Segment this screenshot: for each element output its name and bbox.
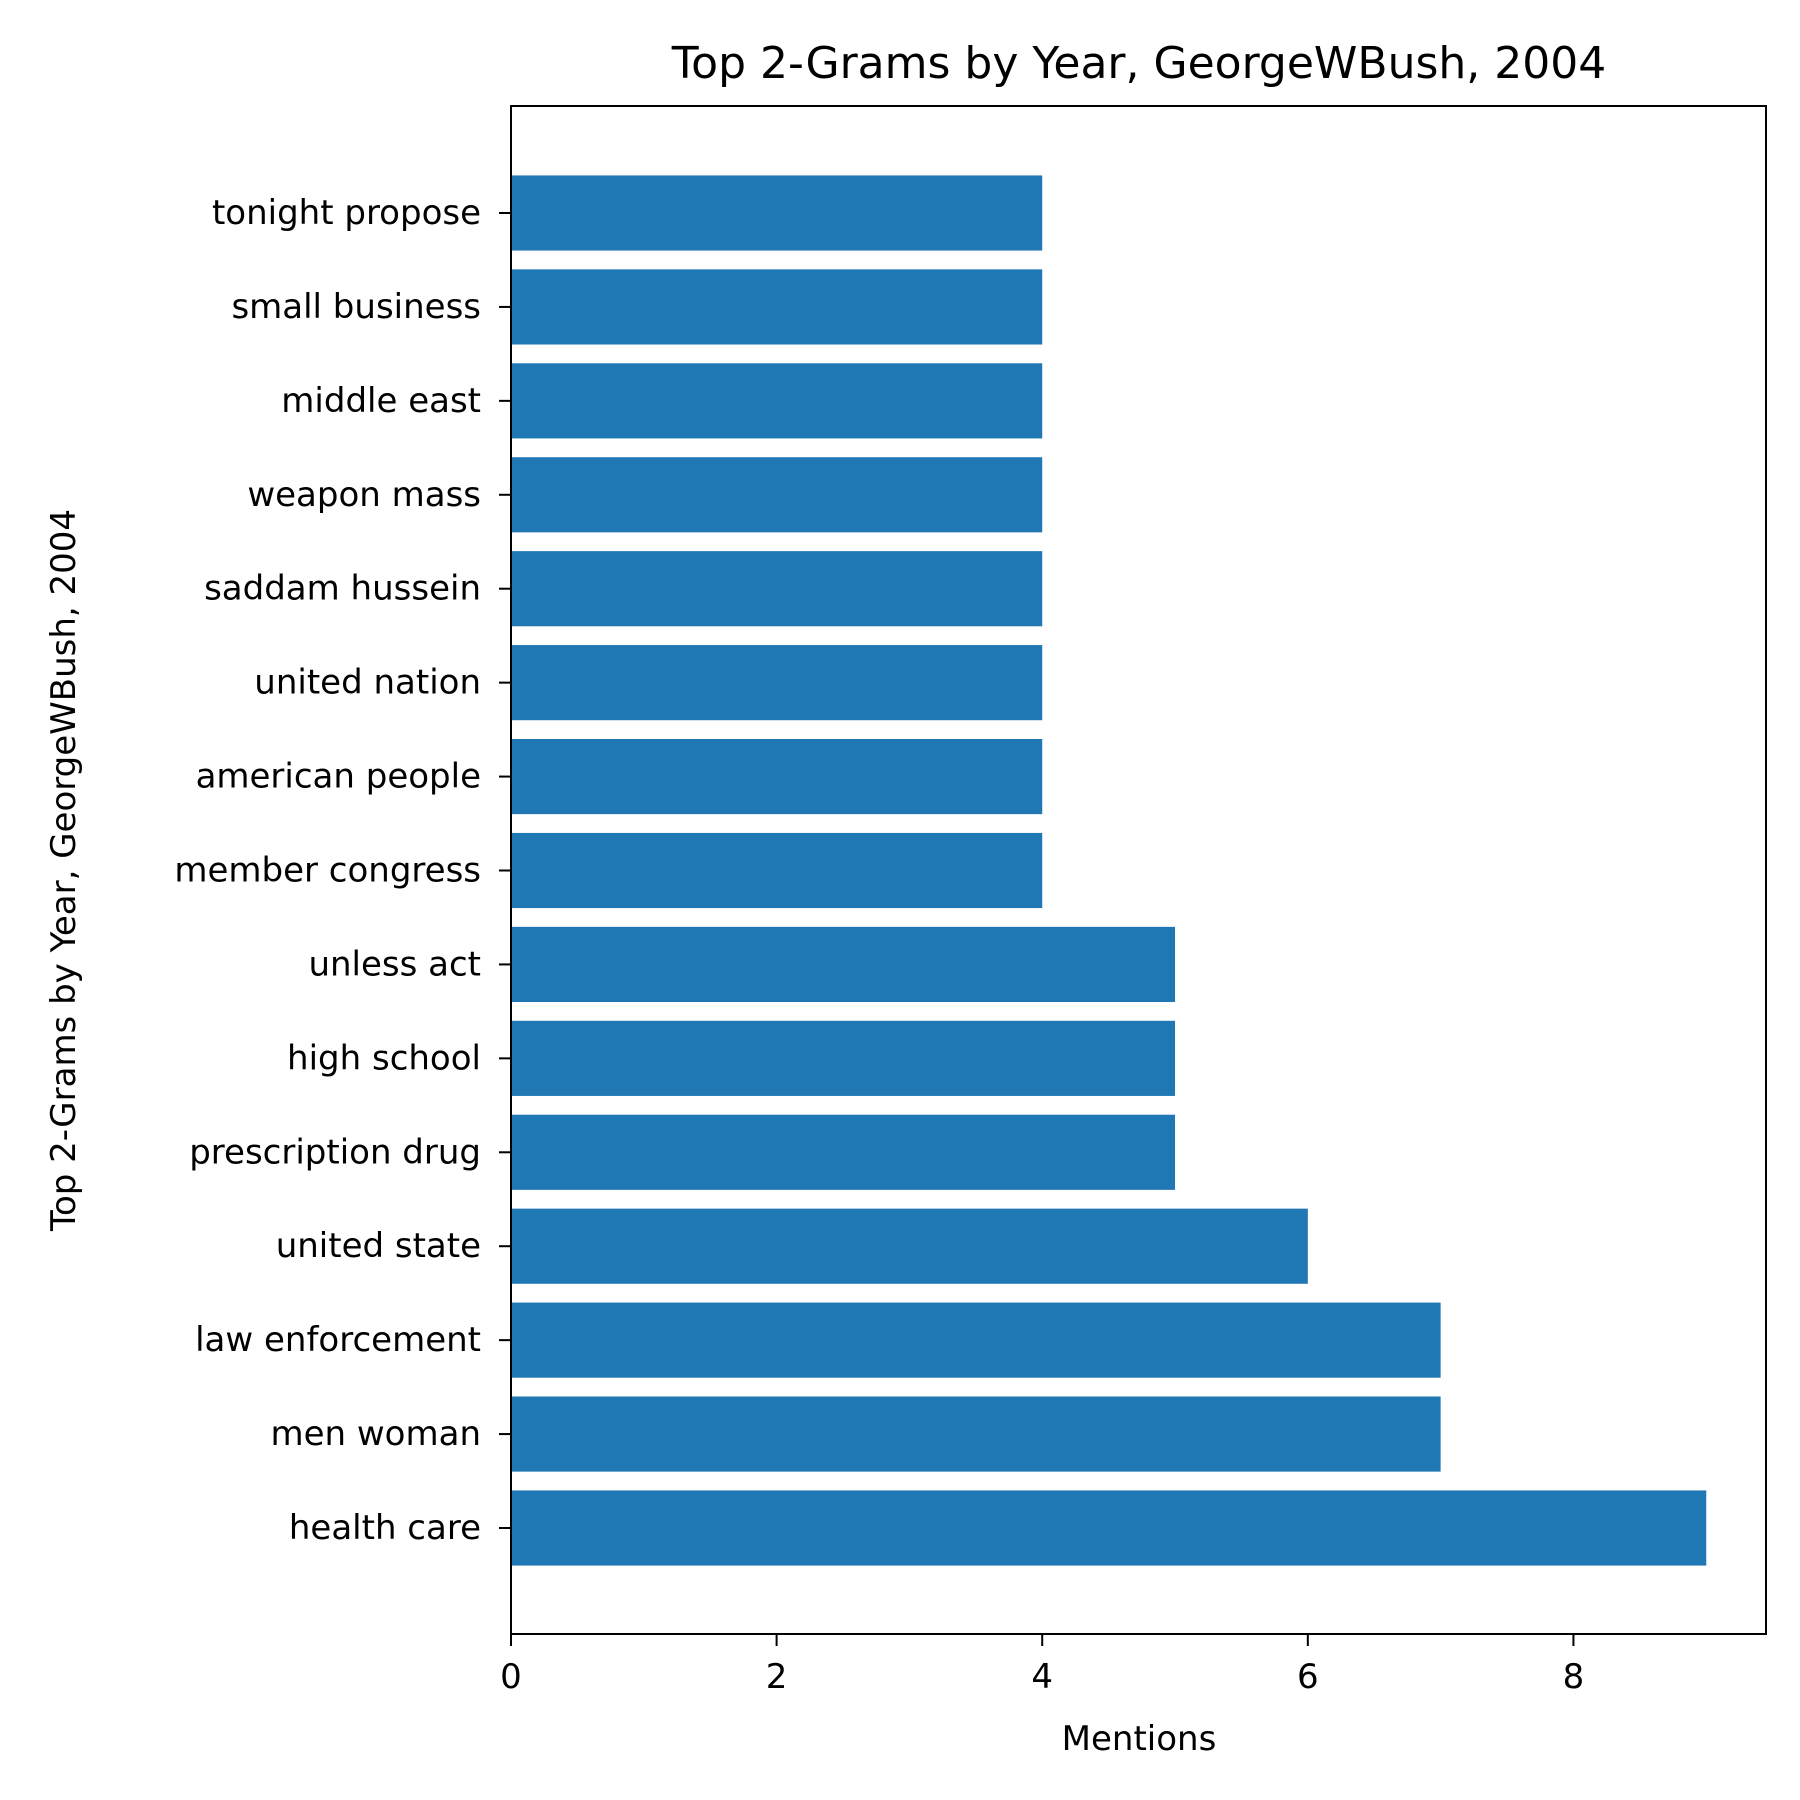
y-tick-label: weapon mass	[247, 475, 481, 515]
y-tick-label: member congress	[174, 851, 481, 891]
bars-group	[511, 175, 1707, 1566]
bar-health-care	[511, 1490, 1707, 1566]
bar-middle-east	[511, 363, 1043, 439]
bar-men-woman	[511, 1396, 1441, 1472]
bar-law-enforcement	[511, 1302, 1441, 1378]
y-tick-label: high school	[287, 1038, 481, 1078]
x-tick-label: 4	[1031, 1657, 1053, 1697]
bar-high-school	[511, 1020, 1176, 1096]
x-tick-label: 0	[500, 1657, 522, 1697]
bar-unless-act	[511, 926, 1176, 1002]
x-tick-label: 8	[1563, 1657, 1585, 1697]
bar-prescription-drug	[511, 1114, 1176, 1190]
y-tick-label: law enforcement	[195, 1320, 481, 1360]
bar-tonight-propose	[511, 175, 1043, 251]
y-tick-label: men woman	[270, 1414, 481, 1454]
bar-member-congress	[511, 832, 1043, 909]
y-tick-label: unless act	[308, 944, 481, 984]
y-tick-label: middle east	[281, 381, 481, 421]
y-tick-label: saddam hussein	[204, 569, 481, 609]
y-tick-label: united nation	[254, 663, 481, 703]
x-tick-label: 6	[1297, 1657, 1319, 1697]
y-tick-label: united state	[276, 1226, 481, 1266]
bar-small-business	[511, 269, 1043, 345]
plot-frame	[510, 105, 1767, 1635]
bar-american-people	[511, 739, 1043, 815]
x-ticks-group: 0 2 4 6 8	[500, 1634, 1584, 1697]
y-tick-label: tonight propose	[212, 193, 481, 233]
y-axis-label: Top 2-Grams by Year, GeorgeWBush, 2004	[44, 509, 84, 1232]
bar-weapon-mass	[511, 457, 1043, 533]
bar-saddam-hussein	[511, 551, 1043, 627]
x-tick-label: 2	[766, 1657, 788, 1697]
y-tick-label: small business	[231, 287, 481, 327]
bar-united-state	[511, 1208, 1308, 1284]
y-tick-label: health care	[289, 1508, 481, 1548]
x-axis-label: Mentions	[1062, 1719, 1217, 1759]
y-tick-label: american people	[196, 757, 481, 797]
chart-title: Top 2-Grams by Year, GeorgeWBush, 2004	[671, 38, 1606, 89]
y-tick-label: prescription drug	[189, 1132, 481, 1172]
y-ticks-group: health care men woman law enforcement unite…	[174, 193, 511, 1548]
bar-united-nation	[511, 645, 1043, 721]
